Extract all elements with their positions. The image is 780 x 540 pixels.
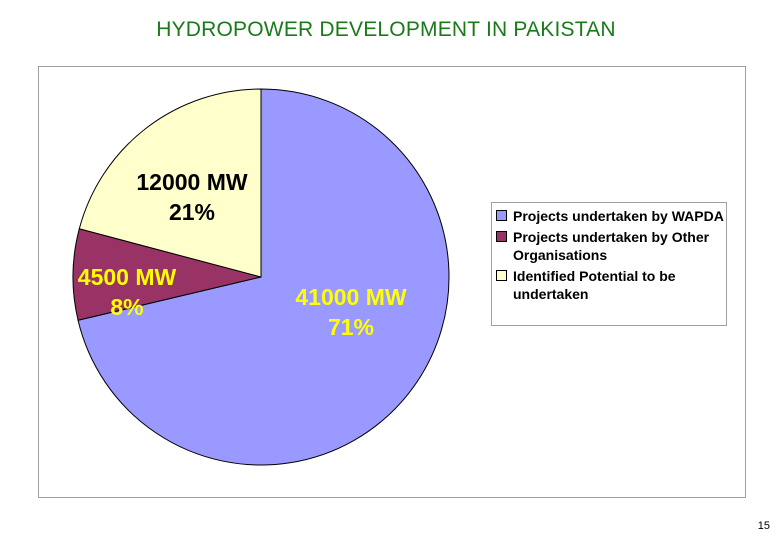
legend-swatch bbox=[496, 210, 507, 221]
pie-chart: 41000 MW 71% 4500 MW 8% 12000 MW 21% bbox=[72, 88, 450, 466]
slice-percent-label: 21% bbox=[169, 199, 215, 225]
slice-value-label: 12000 MW bbox=[136, 169, 248, 195]
chart-legend: Projects undertaken by WAPDA Projects un… bbox=[491, 202, 727, 326]
slice-value-label: 41000 MW bbox=[295, 284, 407, 310]
legend-label: Projects undertaken by WAPDA bbox=[513, 208, 724, 224]
legend-label: Projects undertaken by Other Organisatio… bbox=[513, 229, 710, 263]
pie-slice bbox=[72, 228, 262, 321]
pie-slice bbox=[78, 88, 262, 278]
legend-item-other-organisations: Projects undertaken by Other Organisatio… bbox=[496, 228, 726, 264]
legend-item-wapda: Projects undertaken by WAPDA bbox=[496, 207, 726, 225]
chart-area: 41000 MW 71% 4500 MW 8% 12000 MW 21% Projects… bbox=[38, 66, 746, 498]
pie-labels: 41000 MW 71% 4500 MW 8% 12000 MW 21% bbox=[78, 169, 407, 340]
slice-percent-label: 8% bbox=[110, 294, 143, 320]
legend-swatch bbox=[496, 231, 507, 242]
slice-percent-label: 71% bbox=[328, 314, 374, 340]
pie-slice bbox=[77, 88, 450, 466]
slice-value-label: 4500 MW bbox=[78, 264, 177, 290]
slide-title: HYDROPOWER DEVELOPMENT IN PAKISTAN bbox=[156, 18, 616, 41]
legend-label: Identified Potential to be undertaken bbox=[513, 268, 676, 302]
legend-item-identified-potential: Identified Potential to be undertaken bbox=[496, 267, 726, 303]
legend-swatch bbox=[496, 270, 507, 281]
slide-number: 15 bbox=[757, 520, 770, 532]
pie-slices bbox=[72, 88, 450, 466]
